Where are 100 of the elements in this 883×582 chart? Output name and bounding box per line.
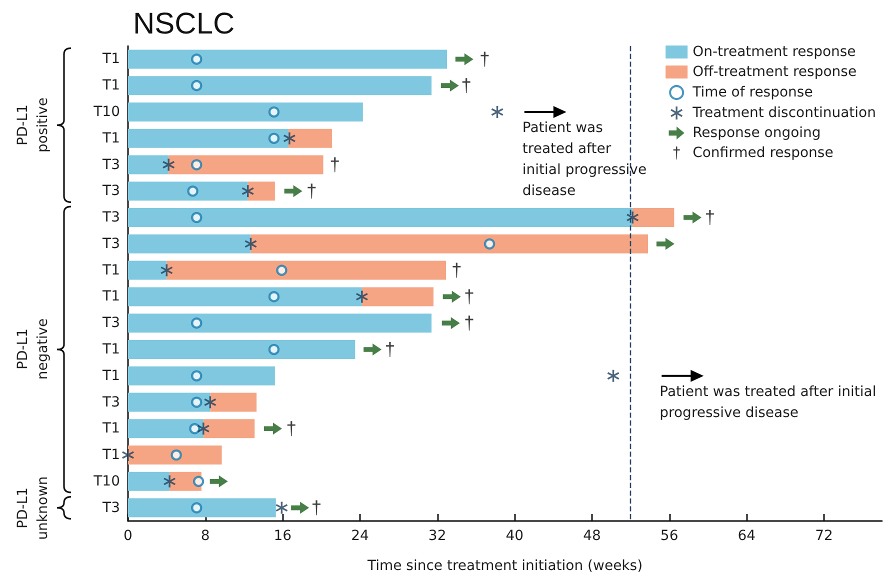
bar bbox=[128, 472, 170, 491]
bar bbox=[128, 314, 432, 333]
bar bbox=[288, 128, 332, 148]
point bbox=[191, 159, 202, 170]
x-tick-label: 16 bbox=[274, 528, 292, 544]
point bbox=[164, 475, 176, 488]
point bbox=[192, 476, 204, 488]
bar bbox=[248, 182, 275, 201]
bar bbox=[128, 76, 432, 96]
bar bbox=[128, 392, 210, 412]
y-tick-label: T1 bbox=[102, 130, 120, 146]
bar bbox=[128, 208, 633, 228]
point bbox=[170, 449, 182, 461]
y-tick-label: T3 bbox=[102, 236, 120, 252]
y-tick-label: T10 bbox=[92, 473, 120, 490]
point bbox=[191, 54, 202, 65]
x-axis-title: Time since treatment initiation (weeks) bbox=[366, 558, 643, 574]
point bbox=[356, 290, 368, 303]
point bbox=[191, 370, 202, 382]
x-tick-label: 72 bbox=[815, 528, 833, 544]
y-tick-label: T1 bbox=[102, 420, 120, 437]
text: PD-L1 positive bbox=[14, 96, 52, 155]
bar bbox=[166, 260, 446, 280]
text: PD-L1 unknown bbox=[14, 474, 52, 542]
bar bbox=[128, 155, 169, 174]
point bbox=[491, 106, 504, 118]
annotation: Patient was treated after initial progressive disease bbox=[660, 382, 878, 423]
y-tick-label: T3 bbox=[102, 500, 120, 516]
x-tick-label: 64 bbox=[738, 528, 756, 544]
bar bbox=[128, 234, 251, 254]
point bbox=[204, 396, 216, 408]
legend-label: Off-treatment response bbox=[692, 64, 857, 80]
point bbox=[191, 212, 202, 224]
bar bbox=[128, 366, 275, 386]
bar bbox=[128, 419, 204, 438]
y-tick-label: T3 bbox=[102, 156, 120, 173]
annotation: Patient was treated after initial progressive disease bbox=[522, 118, 648, 201]
legend-label: Time of response bbox=[692, 84, 813, 100]
point bbox=[276, 264, 288, 276]
point bbox=[191, 502, 202, 514]
bar bbox=[203, 419, 255, 438]
point bbox=[244, 238, 257, 250]
x-tick-label: 40 bbox=[506, 528, 524, 544]
bar bbox=[362, 287, 434, 306]
point bbox=[191, 80, 202, 92]
y-tick-label: T1 bbox=[102, 368, 120, 384]
bar bbox=[128, 182, 248, 201]
legend-label: Response ongoing bbox=[692, 125, 821, 141]
bar bbox=[250, 234, 648, 254]
point bbox=[162, 158, 175, 171]
y-tick-label: T1 bbox=[102, 447, 120, 464]
point bbox=[484, 238, 496, 250]
legend-label: Confirmed response bbox=[692, 145, 834, 161]
point bbox=[189, 423, 200, 434]
bar bbox=[128, 50, 447, 69]
chart-title: NSCLC bbox=[133, 8, 235, 40]
x-tick-label: 8 bbox=[200, 528, 210, 544]
x-tick-label: 32 bbox=[428, 528, 446, 544]
point bbox=[197, 422, 210, 435]
y-tick-label: T3 bbox=[102, 394, 120, 410]
point bbox=[122, 449, 134, 462]
bar bbox=[632, 208, 674, 228]
point bbox=[242, 185, 254, 198]
legend-label: Treatment discontinuation bbox=[692, 105, 876, 121]
y-tick-label: T3 bbox=[102, 210, 120, 226]
point bbox=[268, 344, 280, 356]
bar bbox=[128, 128, 288, 148]
y-tick-label: T1 bbox=[102, 262, 120, 278]
y-tick-label: T1 bbox=[102, 341, 120, 358]
y-tick-label: T1 bbox=[102, 78, 120, 94]
x-tick-label: 56 bbox=[660, 528, 678, 544]
bar bbox=[128, 287, 362, 306]
point bbox=[607, 370, 620, 382]
point bbox=[160, 264, 173, 276]
text: PD-L1 negative bbox=[14, 318, 52, 382]
point bbox=[283, 132, 296, 144]
bar bbox=[128, 260, 167, 280]
point bbox=[191, 317, 202, 329]
bar bbox=[128, 102, 363, 122]
point bbox=[187, 186, 198, 197]
x-tick-label: 48 bbox=[583, 528, 601, 544]
y-tick-label: T3 bbox=[102, 315, 120, 332]
bar bbox=[128, 498, 276, 518]
bar bbox=[128, 340, 356, 359]
y-tick-label: T1 bbox=[102, 51, 120, 68]
x-tick-label: 0 bbox=[124, 528, 132, 544]
point bbox=[268, 291, 280, 302]
y-tick-label: T3 bbox=[102, 183, 120, 200]
point bbox=[268, 106, 280, 118]
point bbox=[191, 396, 202, 408]
point bbox=[268, 132, 280, 144]
point bbox=[276, 502, 288, 514]
legend-label: On-treatment response bbox=[692, 44, 856, 60]
x-tick-label: 24 bbox=[351, 528, 369, 544]
y-tick-label: T10 bbox=[92, 104, 120, 120]
point bbox=[626, 212, 639, 224]
bar bbox=[210, 392, 257, 412]
bar bbox=[168, 155, 324, 174]
bar bbox=[128, 446, 222, 465]
y-tick-label: T1 bbox=[102, 288, 120, 305]
